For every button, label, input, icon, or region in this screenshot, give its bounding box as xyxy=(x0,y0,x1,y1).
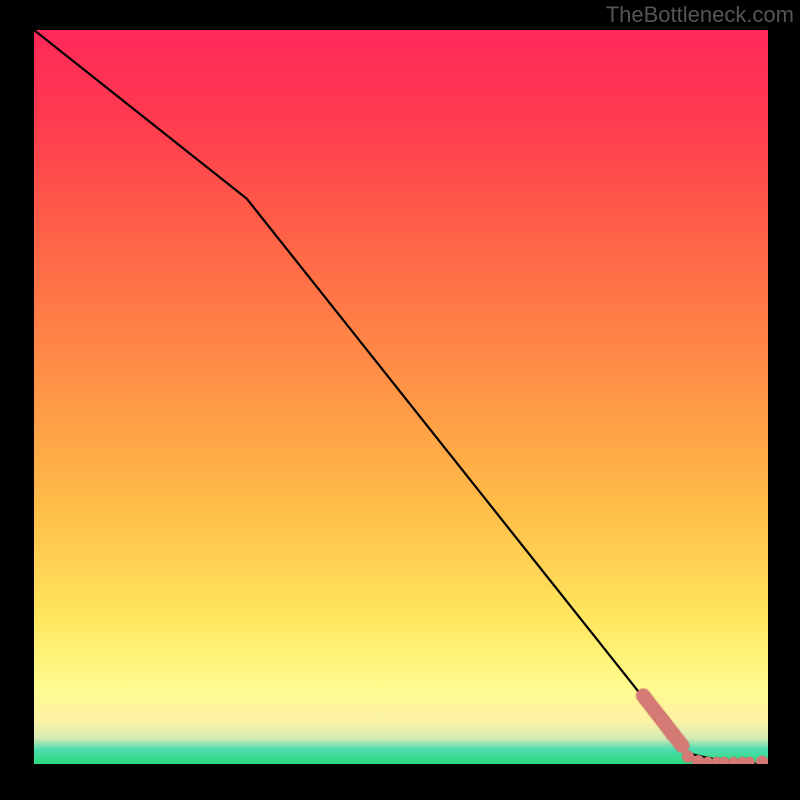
marker-dot xyxy=(745,757,755,764)
marker-dot xyxy=(756,756,768,764)
attribution-label: TheBottleneck.com xyxy=(606,0,800,28)
marker-dot xyxy=(719,757,729,764)
chart-canvas xyxy=(34,30,768,764)
chart-background xyxy=(34,30,768,764)
